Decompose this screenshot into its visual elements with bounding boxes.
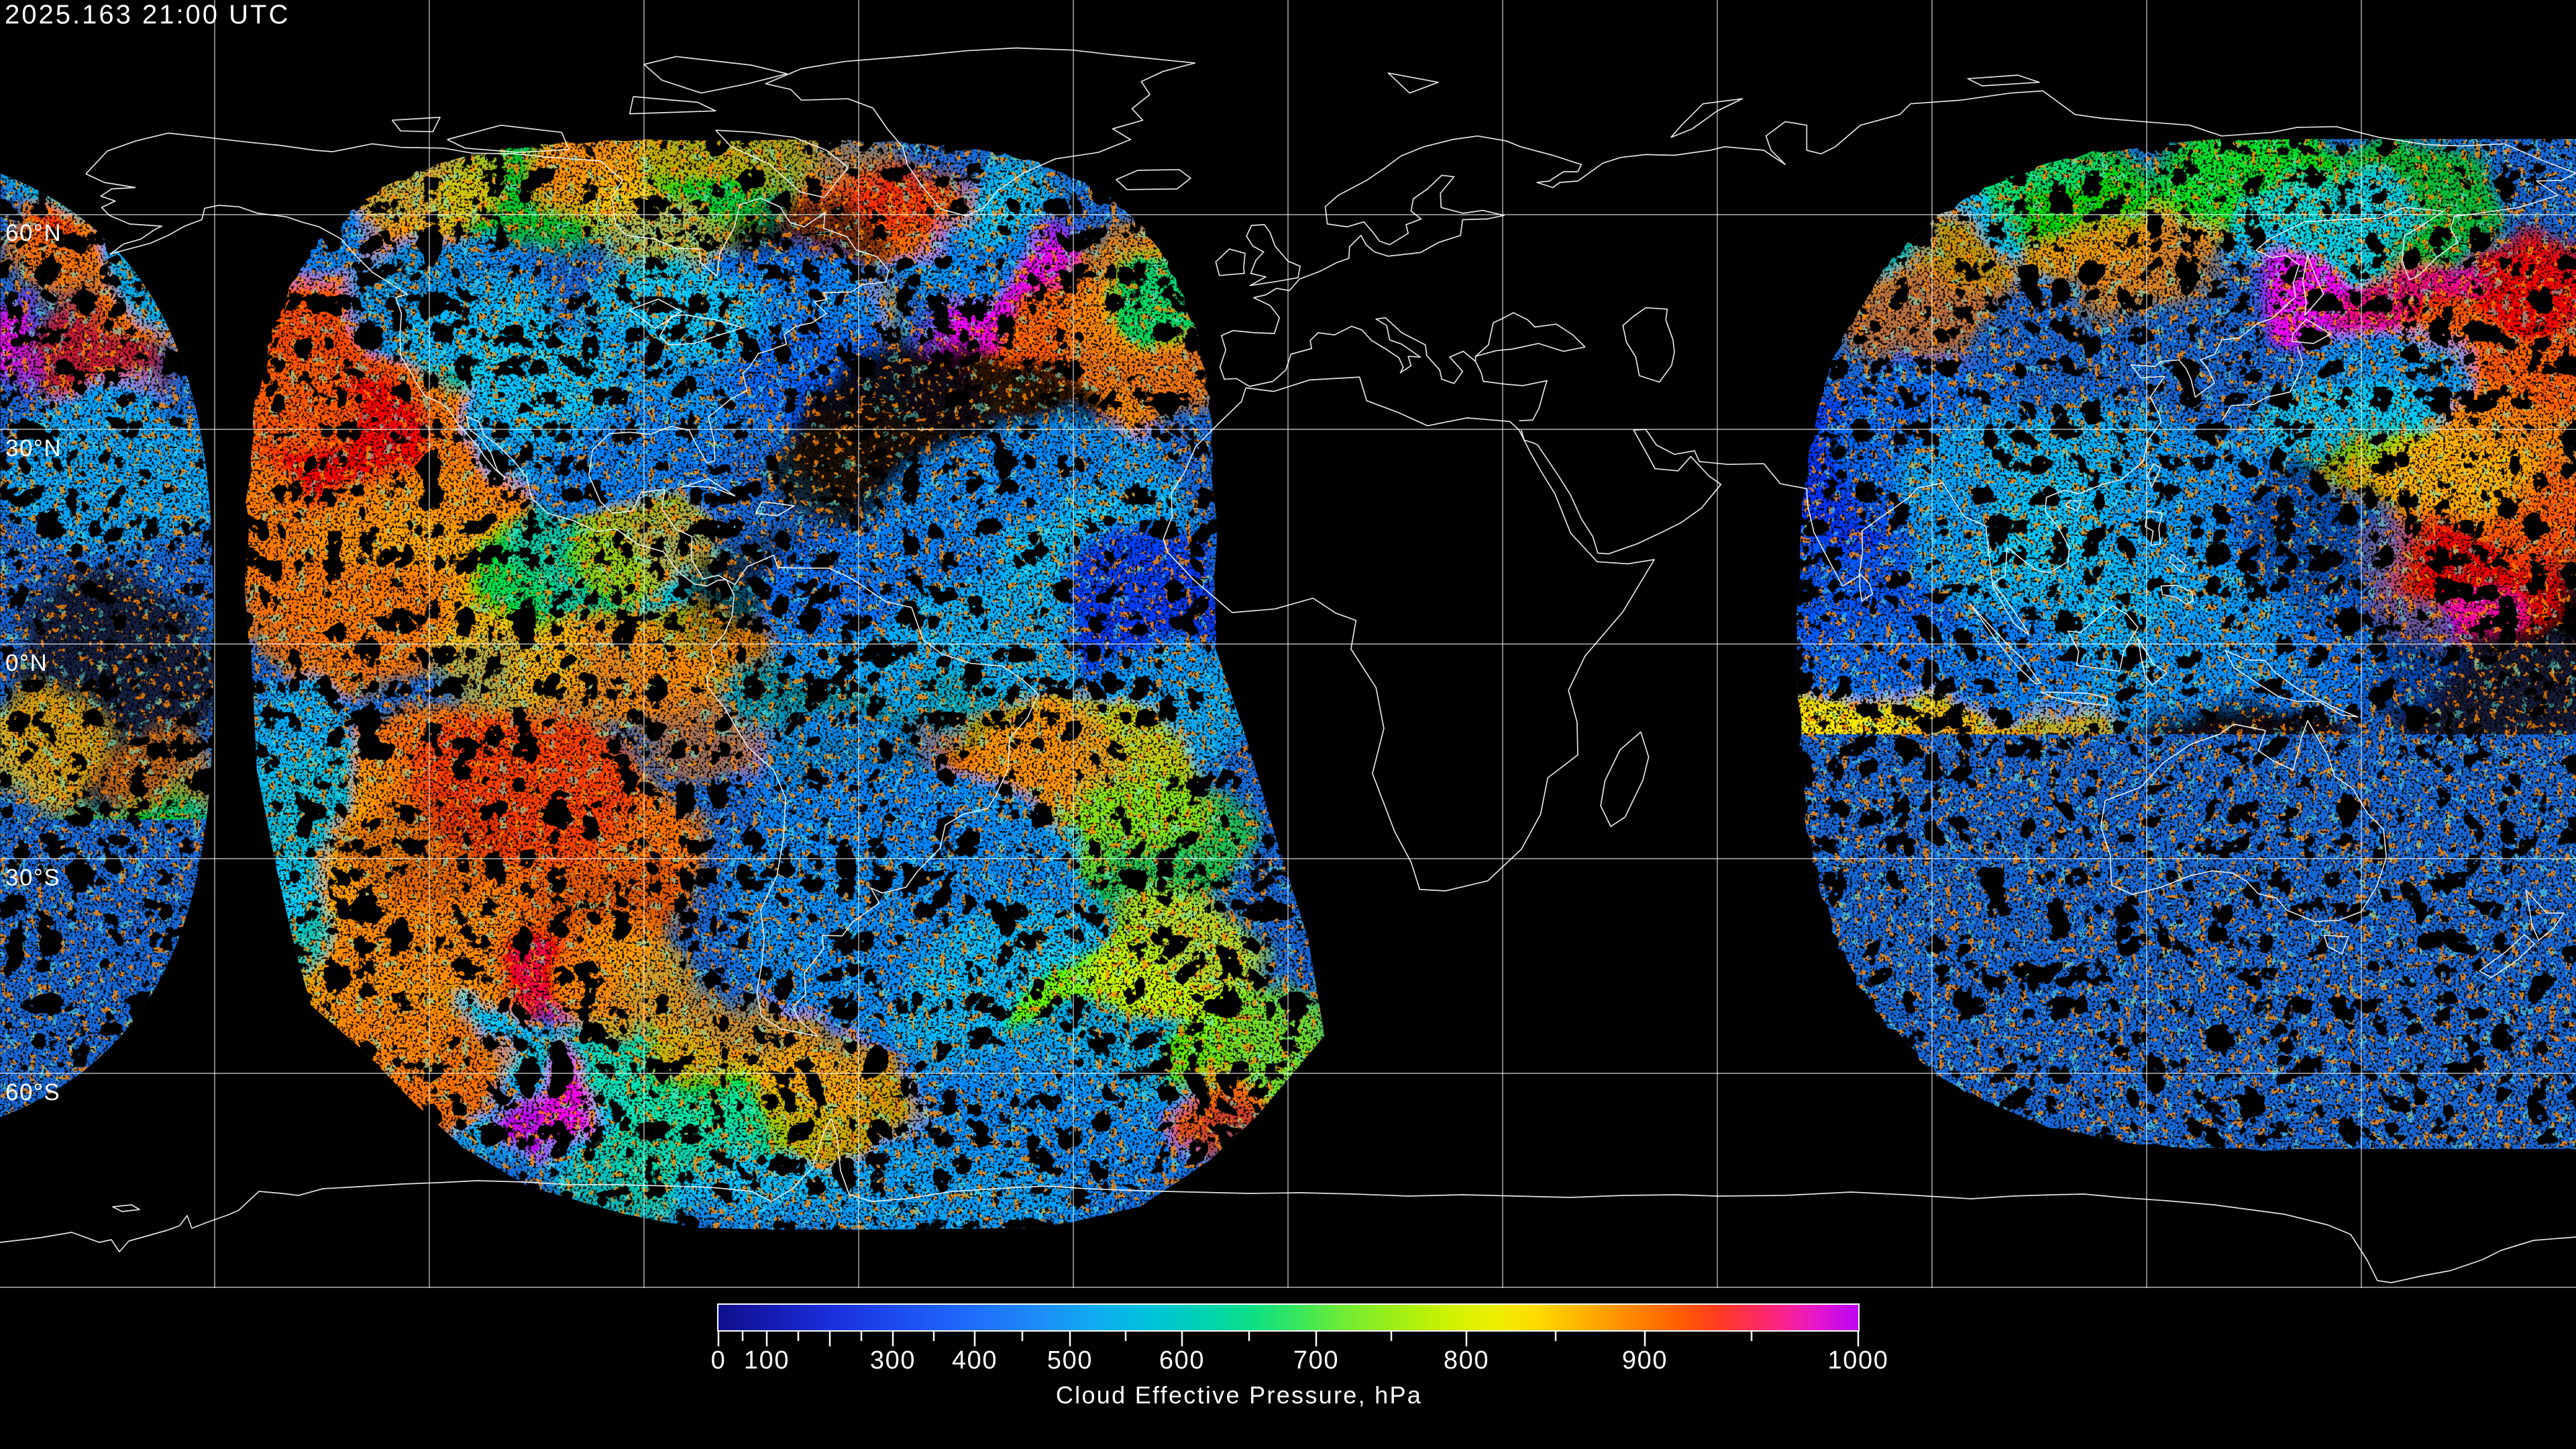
svg-text:800: 800 bbox=[1444, 1346, 1489, 1375]
svg-text:30°N: 30°N bbox=[5, 435, 62, 462]
svg-text:700: 700 bbox=[1293, 1346, 1339, 1375]
svg-text:0°N: 0°N bbox=[5, 650, 48, 676]
svg-text:1000: 1000 bbox=[1828, 1346, 1889, 1375]
svg-text:60°S: 60°S bbox=[5, 1079, 60, 1106]
svg-text:2025.163 21:00 UTC: 2025.163 21:00 UTC bbox=[5, 0, 290, 30]
svg-text:60°N: 60°N bbox=[5, 220, 62, 246]
svg-text:100: 100 bbox=[744, 1346, 790, 1375]
svg-text:900: 900 bbox=[1622, 1346, 1668, 1375]
svg-text:30°S: 30°S bbox=[5, 865, 60, 891]
svg-text:300: 300 bbox=[870, 1346, 916, 1375]
svg-text:Cloud Effective Pressure, hPa: Cloud Effective Pressure, hPa bbox=[1056, 1381, 1422, 1409]
svg-text:600: 600 bbox=[1159, 1346, 1205, 1375]
svg-text:400: 400 bbox=[952, 1346, 998, 1375]
svg-text:0: 0 bbox=[711, 1346, 727, 1375]
svg-text:500: 500 bbox=[1047, 1346, 1093, 1375]
